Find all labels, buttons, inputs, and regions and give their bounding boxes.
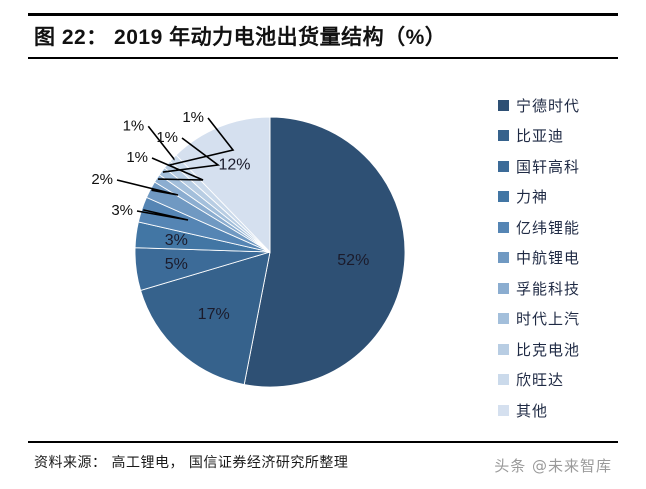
pie-slice[interactable] [243,116,406,388]
pie-leader-line [162,137,221,173]
legend-item[interactable]: 其他 [498,395,646,426]
legend-item[interactable]: 时代上汽 [498,304,646,335]
legend-item-label: 欣旺达 [516,371,565,390]
pie-data-labels: 52%17%5%3%3%2%1%1%1%1%12% [91,109,369,323]
legend-item-label: 国轩高科 [516,157,581,176]
pie-slice-label: 52% [337,252,369,269]
legend-item-label: 中航锂电 [516,249,581,268]
pie-slice-label: 1% [123,117,145,134]
pie-leader-line [116,179,179,196]
divider-top [28,13,618,16]
pie-slice-label: 5% [165,256,188,273]
legend-item-label: 亿纬锂能 [516,218,581,237]
legend-swatch-icon [498,130,509,142]
legend-item-label: 时代上汽 [516,310,581,329]
pie-slice-label: 3% [165,232,188,249]
legend-item-label: 其他 [516,401,549,420]
pie-leader-line [147,125,175,161]
divider-under-title [28,57,618,59]
source-note: 资料来源： 高工锂电， 国信证券经济研究所整理 [34,455,349,471]
legend-item[interactable]: 力神 [498,182,646,213]
pie-chart: 52% 17% 5% 3% 3% 2% 1% 1% 1% 1% 12% [28,62,488,437]
pie-slice-label: 17% [198,306,230,323]
pie-chart-svg: 52%17%5%3%3%2%1%1%1%1%12% [91,109,406,388]
legend-swatch-icon [498,221,509,233]
legend-item-label: 比亚迪 [516,127,565,146]
legend-item-label: 宁德时代 [516,96,581,115]
pie-slice-label: 1% [182,109,204,126]
page-title: 图 22： 2019 年动力电池出货量结构（%） [34,26,447,49]
legend-swatch-icon [498,252,509,264]
legend-swatch-icon [498,160,509,172]
watermark: 头条 @未来智库 [494,457,612,475]
legend-item-label: 孚能科技 [516,279,581,298]
legend-item-label: 力神 [516,188,549,207]
pie-leader-lines [116,117,235,221]
legend-item[interactable]: 宁德时代 [498,90,646,121]
legend-item-label: 比克电池 [516,340,581,359]
pie-slice-label: 12% [218,156,250,173]
plot-area: 52% 17% 5% 3% 3% 2% 1% 1% 1% 1% 12% 宁德时代 比亚迪 国轩高科 力神亿… [28,62,618,437]
pie-slice-label: 3% [111,202,133,219]
legend-item[interactable]: 欣旺达 [498,365,646,396]
pie-slice-label: 1% [126,149,148,166]
divider-bottom [28,441,618,443]
pie-slices [134,116,406,388]
legend-swatch-icon [498,282,509,294]
legend-swatch-icon [498,374,509,386]
legend-item[interactable]: 比克电池 [498,334,646,365]
legend-swatch-icon [498,313,509,325]
pie-slice-label: 2% [91,171,113,188]
pie-leader-line [168,117,235,167]
pie-slice[interactable] [140,251,271,386]
pie-slice-label: 1% [156,129,178,146]
legend-swatch-icon [498,99,509,111]
legend-item[interactable]: 孚能科技 [498,273,646,304]
legend-item[interactable]: 国轩高科 [498,151,646,182]
legend-item[interactable]: 中航锂电 [498,243,646,274]
legend-swatch-icon [498,343,509,355]
legend-swatch-icon [498,404,509,416]
chart-legend: 宁德时代比亚迪国轩高科力神亿纬锂能中航锂电孚能科技时代上汽比克电池欣旺达其他 [498,90,646,426]
legend-item[interactable]: 比亚迪 [498,121,646,152]
legend-swatch-icon [498,191,509,203]
legend-item[interactable]: 亿纬锂能 [498,212,646,243]
pie-leader-line [136,209,189,221]
